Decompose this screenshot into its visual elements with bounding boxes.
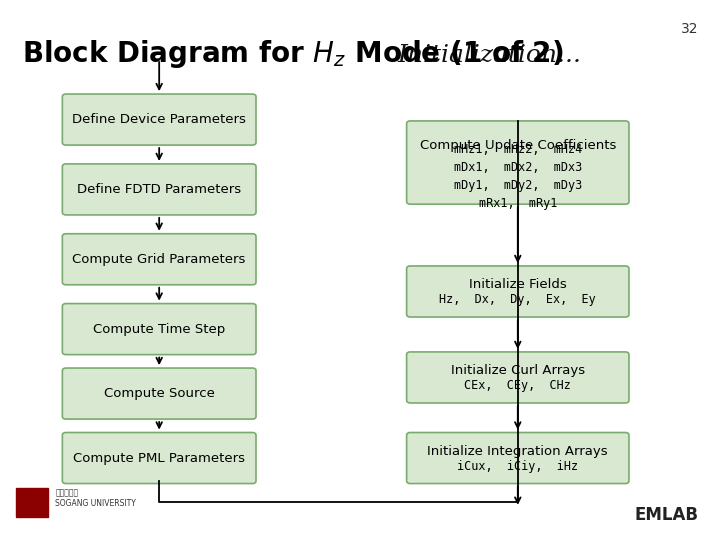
Text: 32: 32 bbox=[681, 22, 698, 36]
Text: Initialization...: Initialization... bbox=[397, 44, 581, 68]
Text: 서강대학교
SOGANG UNIVERSITY: 서강대학교 SOGANG UNIVERSITY bbox=[55, 489, 136, 508]
Text: Hz,  Dx,  Dy,  Ex,  Ey: Hz, Dx, Dy, Ex, Ey bbox=[439, 293, 596, 306]
Text: Initialize Curl Arrays: Initialize Curl Arrays bbox=[451, 364, 585, 377]
FancyBboxPatch shape bbox=[407, 121, 629, 204]
Text: Compute Source: Compute Source bbox=[104, 387, 215, 400]
Text: Initialize Fields: Initialize Fields bbox=[469, 278, 567, 291]
Text: Compute Time Step: Compute Time Step bbox=[93, 322, 225, 335]
Text: CEx,  CEy,  CHz: CEx, CEy, CHz bbox=[464, 379, 571, 392]
FancyBboxPatch shape bbox=[63, 303, 256, 355]
Text: mHz1,  mHz2,  mHz4
mDx1,  mDx2,  mDx3
mDy1,  mDy2,  mDy3
mRx1,  mRy1: mHz1, mHz2, mHz4 mDx1, mDx2, mDx3 mDy1, … bbox=[454, 143, 582, 210]
FancyBboxPatch shape bbox=[63, 433, 256, 483]
FancyBboxPatch shape bbox=[63, 94, 256, 145]
FancyBboxPatch shape bbox=[63, 234, 256, 285]
Text: Block Diagram for $H_z$ Mode (1 of 2): Block Diagram for $H_z$ Mode (1 of 2) bbox=[22, 38, 563, 70]
Text: Compute PML Parameters: Compute PML Parameters bbox=[73, 451, 246, 464]
Text: Define FDTD Parameters: Define FDTD Parameters bbox=[77, 183, 241, 196]
FancyBboxPatch shape bbox=[407, 352, 629, 403]
Text: iCux,  iCiy,  iHz: iCux, iCiy, iHz bbox=[457, 460, 578, 472]
Text: Compute Update Coefficients: Compute Update Coefficients bbox=[420, 139, 616, 152]
FancyBboxPatch shape bbox=[63, 164, 256, 215]
FancyBboxPatch shape bbox=[63, 368, 256, 419]
FancyBboxPatch shape bbox=[407, 266, 629, 317]
Text: Define Device Parameters: Define Device Parameters bbox=[72, 113, 246, 126]
Text: Compute Grid Parameters: Compute Grid Parameters bbox=[73, 253, 246, 266]
Text: EMLAB: EMLAB bbox=[634, 506, 698, 524]
Text: Initialize Integration Arrays: Initialize Integration Arrays bbox=[428, 444, 608, 458]
Bar bbox=[16, 488, 48, 517]
FancyBboxPatch shape bbox=[407, 433, 629, 483]
